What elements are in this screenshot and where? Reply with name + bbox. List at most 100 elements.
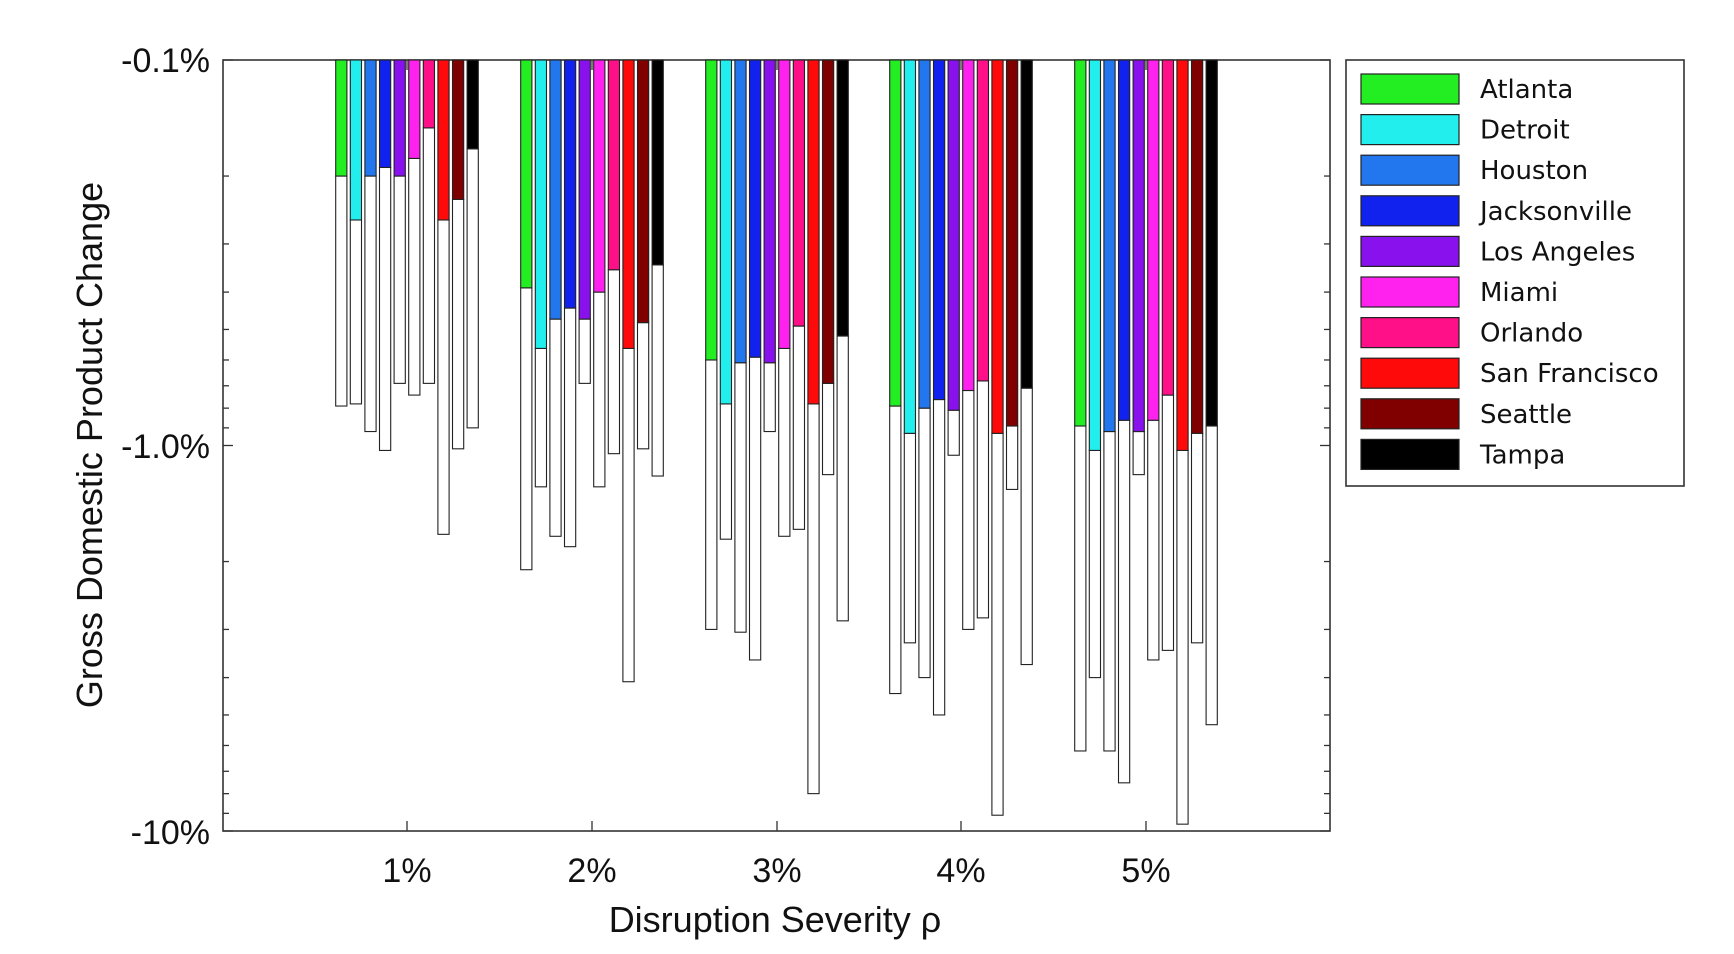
bar-lower-seattle bbox=[1005, 59, 1019, 427]
x-tick-label: 1% bbox=[382, 852, 431, 890]
legend-label-tampa: Tampa bbox=[1479, 440, 1565, 470]
bar-lower-detroit bbox=[1088, 59, 1102, 451]
bar-lower-jacksonville bbox=[1117, 59, 1131, 421]
bar-lower-san-francisco bbox=[991, 59, 1004, 434]
bar-lower-detroit bbox=[719, 59, 733, 405]
bar-upper-orlando bbox=[607, 269, 621, 455]
legend-label-orlando: Orlando bbox=[1480, 319, 1583, 349]
bar-upper-san-francisco bbox=[807, 403, 820, 795]
x-axis-title: Disruption Severity ρ bbox=[609, 899, 942, 940]
y-tick-label: -1.0% bbox=[121, 428, 210, 466]
legend-label-miami: Miami bbox=[1480, 278, 1558, 308]
legend-label-detroit: Detroit bbox=[1480, 116, 1570, 146]
bar-lower-detroit bbox=[534, 59, 548, 349]
bar-lower-houston bbox=[1103, 59, 1116, 433]
bar-lower-miami bbox=[1147, 59, 1160, 421]
bar-upper-tampa bbox=[1020, 387, 1033, 666]
bar-upper-san-francisco bbox=[622, 347, 635, 683]
bar-upper-seattle bbox=[1190, 432, 1204, 644]
bar-upper-seattle bbox=[1005, 425, 1019, 490]
bar-upper-seattle bbox=[821, 382, 835, 476]
bar-upper-san-francisco bbox=[1176, 449, 1189, 825]
bar-upper-san-francisco bbox=[437, 219, 450, 535]
bar-lower-orlando bbox=[607, 59, 621, 271]
bar-lower-tampa bbox=[1020, 59, 1033, 389]
bar-lower-houston bbox=[549, 59, 562, 320]
legend-label-los-angeles: Los Angeles bbox=[1480, 237, 1635, 267]
bar-lower-tampa bbox=[651, 59, 664, 266]
bar-lower-san-francisco bbox=[1176, 59, 1189, 451]
bar-lower-los-angeles bbox=[947, 59, 960, 411]
bar-upper-detroit bbox=[903, 432, 917, 644]
bar-lower-houston bbox=[918, 59, 931, 409]
legend-swatch-orlando bbox=[1360, 317, 1460, 349]
bar-lower-los-angeles bbox=[763, 59, 776, 364]
bar-lower-orlando bbox=[976, 59, 990, 382]
legend-swatch-los-angeles bbox=[1360, 235, 1460, 267]
bar-upper-miami bbox=[1147, 419, 1160, 661]
bar-upper-miami bbox=[778, 347, 791, 537]
bar-upper-orlando bbox=[1161, 394, 1175, 651]
bar-lower-houston bbox=[364, 59, 377, 177]
bar-lower-orlando bbox=[422, 59, 436, 129]
y-axis-title: Gross Domestic Product Change bbox=[69, 182, 110, 708]
bar-upper-houston bbox=[734, 362, 747, 633]
bar-lower-seattle bbox=[821, 59, 835, 384]
bar-upper-atlanta bbox=[705, 359, 718, 630]
legend-swatch-detroit bbox=[1360, 113, 1460, 146]
bar-upper-miami bbox=[962, 389, 975, 630]
bar-lower-tampa bbox=[836, 59, 849, 337]
bar-upper-orlando bbox=[792, 325, 806, 530]
legend-swatch-tampa bbox=[1360, 438, 1460, 470]
bar-upper-atlanta bbox=[889, 405, 902, 695]
legend-swatch-jacksonville bbox=[1360, 195, 1460, 227]
bar-upper-houston bbox=[364, 175, 377, 433]
bar-lower-atlanta bbox=[889, 59, 902, 407]
bar-lower-san-francisco bbox=[807, 59, 820, 405]
bar-upper-houston bbox=[918, 407, 931, 679]
legend-items: Atlanta Detroit Houston Jacksonville Los Ang… bbox=[1360, 73, 1659, 470]
bar-upper-miami bbox=[408, 157, 421, 396]
bar-upper-detroit bbox=[719, 403, 733, 540]
bar-lower-detroit bbox=[349, 59, 363, 221]
bar-upper-orlando bbox=[976, 380, 990, 619]
bar-lower-jacksonville bbox=[748, 59, 762, 358]
bar-upper-houston bbox=[1103, 430, 1116, 752]
bar-upper-tampa bbox=[1205, 425, 1218, 726]
bar-upper-seattle bbox=[451, 198, 465, 450]
legend-swatch-seattle bbox=[1360, 398, 1460, 430]
y-tick-label: -0.1% bbox=[121, 42, 210, 80]
legend-label-jacksonville: Jacksonville bbox=[1478, 197, 1632, 227]
bar-upper-atlanta bbox=[520, 287, 533, 571]
bar-upper-seattle bbox=[636, 322, 650, 450]
axis-ticks bbox=[223, 59, 1330, 832]
bar-upper-jacksonville bbox=[378, 166, 392, 451]
bar-lower-atlanta bbox=[520, 59, 533, 289]
bar-upper-tampa bbox=[651, 264, 664, 477]
bar-upper-miami bbox=[593, 291, 606, 488]
bar-lower-orlando bbox=[792, 59, 806, 327]
bar-lower-san-francisco bbox=[622, 59, 635, 349]
bar-lower-jacksonville bbox=[378, 59, 392, 169]
bar-lower-miami bbox=[778, 59, 791, 349]
y-tick-label: -10% bbox=[131, 814, 210, 852]
bar-upper-atlanta bbox=[335, 175, 348, 407]
bar-upper-detroit bbox=[1088, 449, 1102, 679]
bar-lower-miami bbox=[962, 59, 975, 392]
bar-upper-los-angeles bbox=[578, 318, 591, 384]
bar-lower-jacksonville bbox=[932, 59, 946, 401]
legend-label-atlanta: Atlanta bbox=[1480, 75, 1573, 105]
bar-lower-miami bbox=[593, 59, 606, 293]
legend-swatch-san-francisco bbox=[1360, 357, 1460, 389]
bar-upper-jacksonville bbox=[748, 356, 762, 661]
bar-upper-detroit bbox=[349, 219, 363, 405]
bar-lower-tampa bbox=[1205, 59, 1218, 427]
legend-label-houston: Houston bbox=[1480, 156, 1588, 186]
bar-upper-detroit bbox=[534, 347, 548, 488]
x-tick-label: 3% bbox=[752, 852, 801, 890]
x-tick-label: 2% bbox=[567, 852, 616, 890]
bar-upper-jacksonville bbox=[932, 399, 946, 716]
legend-label-san-francisco: San Francisco bbox=[1480, 359, 1659, 389]
bar-lower-los-angeles bbox=[578, 59, 591, 320]
